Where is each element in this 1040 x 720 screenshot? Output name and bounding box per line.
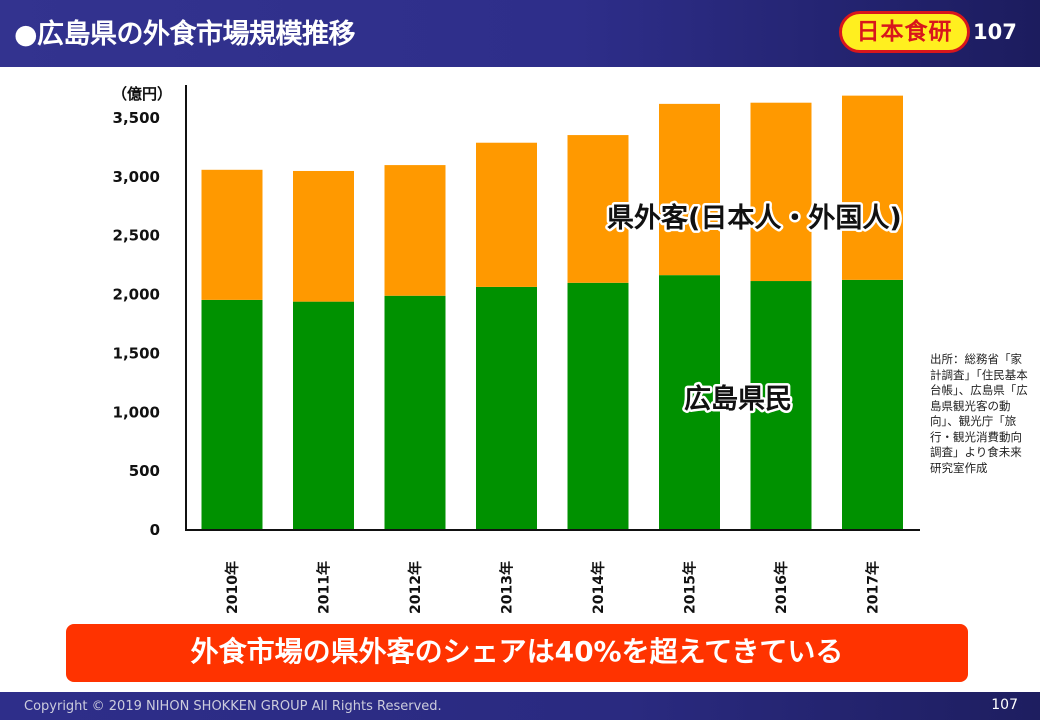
bar-segment-residents xyxy=(750,281,812,530)
y-axis-unit-label: （億円） xyxy=(112,85,172,103)
stacked-bar-chart: （億円） 05001,0001,5002,0002,5003,0003,500 … xyxy=(112,85,920,614)
bar-segment-visitors xyxy=(384,165,446,296)
bar-segment-visitors xyxy=(659,103,720,276)
bar-segment-residents xyxy=(842,279,903,530)
bar-segment-residents xyxy=(567,282,629,530)
slide-header: ●広島県の外食市場規模推移 日本食研 107 xyxy=(0,0,1040,67)
company-logo: 日本食研 xyxy=(839,11,970,53)
x-tick-label: 2015年 xyxy=(682,561,699,614)
bar-segment-visitors xyxy=(567,135,629,283)
bar-segment-visitors xyxy=(750,102,812,282)
bar-segment-visitors xyxy=(842,95,903,280)
bar-segment-residents xyxy=(384,295,446,530)
copyright-text: Copyright © 2019 NIHON SHOKKEN GROUP All… xyxy=(24,699,442,714)
annotation-residents: 広島県民 xyxy=(684,383,792,415)
page-number-footer: 107 xyxy=(991,697,1018,713)
annotation-visitors: 県外客(日本人・外国人) xyxy=(607,202,902,234)
slide-footer: Copyright © 2019 NIHON SHOKKEN GROUP All… xyxy=(0,692,1040,720)
x-tick-label: 2011年 xyxy=(316,561,333,614)
x-tick-label: 2012年 xyxy=(407,561,424,614)
bar-segment-residents xyxy=(201,299,263,530)
y-tick-label: 0 xyxy=(150,521,160,539)
bar-group xyxy=(201,95,903,530)
bar-segment-residents xyxy=(293,301,354,530)
bar-segment-visitors xyxy=(293,170,354,302)
x-tick-label: 2017年 xyxy=(865,561,882,614)
y-tick-label: 500 xyxy=(129,462,160,480)
page-number-header: 107 xyxy=(973,20,1017,44)
slide-title: ●広島県の外食市場規模推移 xyxy=(14,19,356,50)
x-tick-label: 2016年 xyxy=(773,561,790,614)
y-tick-label: 2,000 xyxy=(113,286,160,304)
x-tick-label: 2010年 xyxy=(224,561,241,614)
bar-segment-visitors xyxy=(476,142,537,287)
y-tick-label: 2,500 xyxy=(113,227,160,245)
bar-segment-visitors xyxy=(201,169,263,300)
conclusion-banner: 外食市場の県外客のシェアは40%を超えてきている xyxy=(66,624,968,682)
x-tick-label: 2013年 xyxy=(499,561,516,614)
x-axis-ticks: 2010年 2011年 2012年 2013年 2014年 2015年 2016年 2017年 xyxy=(224,561,882,614)
bar-segment-residents xyxy=(659,275,720,530)
y-tick-label: 1,500 xyxy=(113,344,160,362)
source-note: 出所：総務省「家計調査」「住民基本台帳」、広島県「広島県観光客の動向」、観光庁「… xyxy=(930,352,1028,475)
y-tick-label: 1,000 xyxy=(113,403,160,421)
y-tick-label: 3,500 xyxy=(113,109,160,127)
y-axis-ticks: 0 500 1,000 1,500 2,000 2,500 3,000 3,500 xyxy=(113,109,160,539)
x-tick-label: 2014年 xyxy=(590,561,607,614)
y-tick-label: 3,000 xyxy=(113,168,160,186)
bar-segment-residents xyxy=(476,286,537,530)
